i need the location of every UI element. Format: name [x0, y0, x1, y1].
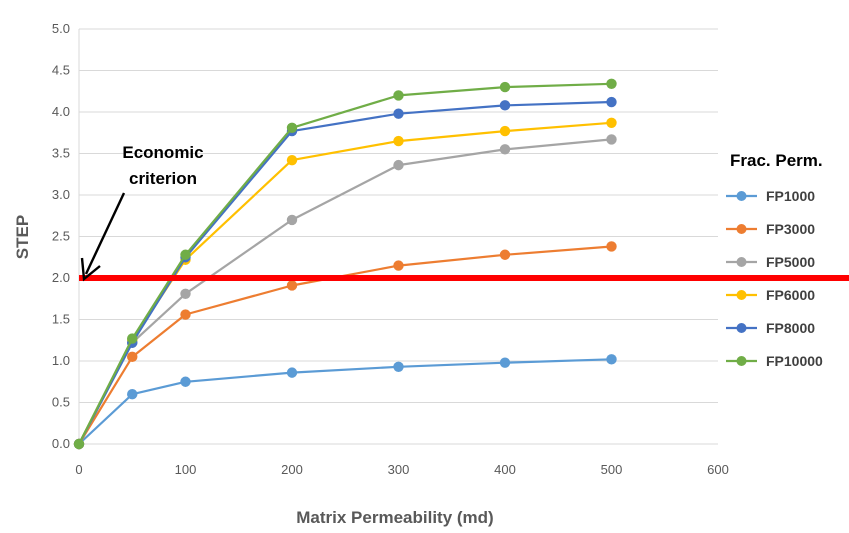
x-tick-label: 600	[707, 462, 729, 477]
data-series	[73, 78, 617, 450]
y-tick-label: 0.5	[52, 395, 70, 410]
legend-swatch-marker	[736, 191, 747, 201]
data-point-fp1000	[393, 361, 404, 373]
data-point-fp8000	[393, 108, 404, 119]
data-point-fp10000	[393, 90, 404, 101]
legend-label: FP6000	[766, 287, 815, 303]
x-tick-label: 100	[175, 462, 197, 477]
series-line-fp1000	[78, 358, 612, 445]
series-line-fp10000	[78, 82, 612, 445]
y-tick-label: 4.0	[52, 104, 70, 119]
x-tick-label: 0	[75, 462, 82, 477]
data-point-fp1000	[180, 376, 191, 387]
data-point-fp1000	[606, 354, 617, 365]
y-tick-label: 3.5	[52, 146, 70, 161]
data-point-fp10000	[127, 333, 138, 344]
legend-label: FP3000	[766, 221, 815, 237]
x-tick-label: 500	[601, 462, 623, 477]
legend-label: FP1000	[766, 188, 815, 204]
arrow-head	[80, 257, 101, 282]
legend: FP1000 FP3000 FP5000 FP6000 FP8000 FP10000	[726, 188, 823, 369]
x-tick-label: 200	[281, 462, 303, 477]
data-point-fp5000	[606, 134, 617, 145]
data-point-fp10000	[499, 81, 511, 93]
data-point-fp3000	[606, 241, 617, 252]
data-point-fp10000	[180, 249, 191, 260]
data-point-fp10000	[606, 78, 617, 89]
y-axis-ticks: 0.0 0.5 1.0 1.5 2.0 2.5 3.0 3.5 4.0 4.5 5.0	[52, 21, 70, 451]
legend-swatch-marker	[736, 257, 747, 267]
legend-item-fp3000: FP3000	[726, 221, 815, 237]
data-point-fp6000	[606, 117, 617, 128]
y-tick-label: 1.0	[52, 353, 70, 368]
data-point-fp1000	[127, 389, 138, 400]
data-point-fp5000	[286, 214, 298, 226]
legend-label: FP5000	[766, 254, 815, 270]
data-point-fp3000	[286, 280, 298, 291]
legend-swatch-marker	[736, 356, 747, 366]
y-tick-label: 5.0	[52, 21, 70, 36]
data-point-fp3000	[180, 309, 191, 320]
data-point-fp6000	[393, 135, 404, 147]
data-point-fp1000	[499, 357, 511, 368]
legend-label: FP8000	[766, 320, 815, 336]
annotation: Economic criterion	[80, 143, 204, 282]
legend-item-fp10000: FP10000	[726, 353, 823, 369]
y-tick-label: 0.0	[52, 436, 70, 451]
legend-title: Frac. Perm.	[730, 151, 823, 170]
data-point-fp3000	[127, 351, 138, 363]
data-point-fp5000	[499, 144, 511, 155]
legend-swatch-marker	[736, 290, 747, 300]
x-axis-title: Matrix Permeability (md)	[296, 508, 493, 527]
legend-item-fp5000: FP5000	[726, 254, 815, 270]
data-point-fp10000	[286, 122, 298, 133]
y-tick-label: 1.5	[52, 312, 70, 327]
legend-item-fp1000: FP1000	[726, 188, 815, 204]
data-point-fp3000	[499, 249, 511, 260]
data-point-fp5000	[180, 288, 191, 299]
data-point-fp1000	[286, 367, 298, 378]
annotation-line-1: Economic	[122, 143, 203, 162]
annotation-arrow	[80, 192, 126, 282]
y-tick-label: 3.0	[52, 187, 70, 202]
data-point-fp3000	[393, 260, 404, 271]
annotation-line-2: criterion	[129, 169, 197, 188]
data-point-fp6000	[499, 125, 511, 137]
legend-swatch-marker	[736, 224, 747, 234]
y-tick-label: 2.0	[52, 270, 70, 285]
data-point-fp5000	[393, 159, 404, 171]
data-point-fp8000	[606, 96, 617, 108]
x-tick-label: 400	[494, 462, 516, 477]
x-axis-ticks: 0 100 200 300 400 500 600	[75, 462, 728, 477]
legend-swatch-marker	[736, 323, 747, 333]
legend-item-fp8000: FP8000	[726, 320, 815, 336]
legend-label: FP10000	[766, 353, 823, 369]
y-axis-title: STEP	[13, 215, 32, 259]
data-point-fp6000	[286, 154, 298, 166]
y-tick-label: 2.5	[52, 229, 70, 244]
data-point-fp8000	[499, 100, 511, 111]
arrow-shaft	[84, 192, 126, 275]
x-tick-label: 300	[388, 462, 410, 477]
y-tick-label: 4.5	[52, 63, 70, 78]
data-point-fp10000	[73, 438, 85, 450]
legend-item-fp6000: FP6000	[726, 287, 815, 303]
